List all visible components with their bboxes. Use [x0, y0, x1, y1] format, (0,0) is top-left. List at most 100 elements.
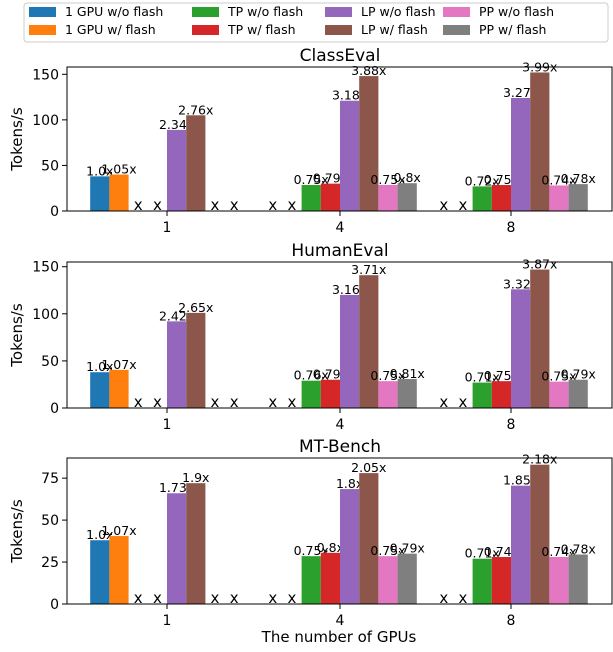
- y-tick-label: 50: [41, 354, 59, 370]
- bar: [90, 372, 110, 408]
- bar: [568, 184, 588, 211]
- legend: 1 GPU w/o flash 1 GPU w/ flash TP w/o flas…: [23, 2, 609, 43]
- bar: [359, 275, 379, 408]
- data-label: 0.79x: [561, 367, 596, 382]
- legend-swatch: [443, 7, 470, 17]
- bar: [549, 557, 569, 604]
- bar: [378, 185, 398, 211]
- x-tick-label: 1: [163, 220, 172, 236]
- y-tick-label: 0: [50, 401, 59, 417]
- data-label: 1.07x: [101, 523, 136, 538]
- data-label: 1.8x: [336, 476, 363, 491]
- bar: [359, 473, 379, 604]
- bar: [511, 485, 531, 604]
- legend-label: PP w/ flash: [479, 22, 546, 37]
- missing-marker: x: [134, 196, 143, 214]
- x-tick-label: 1: [163, 417, 172, 433]
- bar: [186, 115, 206, 211]
- bar: [90, 176, 110, 211]
- bar: [549, 381, 569, 408]
- x-tick-label: 4: [336, 613, 345, 629]
- bar: [491, 557, 511, 604]
- bar: [109, 369, 129, 408]
- bar: [340, 294, 360, 408]
- missing-marker: x: [134, 589, 143, 607]
- bar: [549, 185, 569, 211]
- legend-swatch: [325, 25, 352, 35]
- legend-label: LP w/ flash: [361, 22, 428, 37]
- data-label: 0.76x: [294, 368, 329, 383]
- data-label: 3.88x: [351, 63, 386, 78]
- legend-swatch: [29, 25, 56, 35]
- missing-marker: x: [230, 393, 239, 411]
- legend-label: PP w/o flash: [479, 4, 554, 19]
- data-label: 2.76x: [178, 102, 213, 117]
- x-tick-label: 4: [336, 417, 345, 433]
- missing-marker: x: [230, 196, 239, 214]
- legend-label: TP w/o flash: [227, 4, 303, 19]
- data-label: 0.75x: [370, 172, 405, 187]
- bar: [378, 556, 398, 604]
- bar: [340, 489, 360, 604]
- missing-marker: x: [268, 196, 277, 214]
- chart-title: ClassEval: [300, 46, 381, 66]
- plot-frame: [66, 66, 613, 212]
- y-tick-label: 50: [41, 158, 59, 174]
- bar: [90, 540, 110, 604]
- y-tick-label: 100: [32, 113, 59, 129]
- data-label: 3.87x: [522, 257, 557, 272]
- data-label: 0.75x: [370, 543, 405, 558]
- bar: [167, 321, 187, 408]
- bar: [167, 493, 187, 604]
- bar: [320, 552, 340, 604]
- missing-marker: x: [268, 589, 277, 607]
- missing-marker: x: [288, 589, 297, 607]
- missing-marker: x: [439, 589, 448, 607]
- data-label: 0.8x: [317, 540, 344, 555]
- bar: [511, 289, 531, 408]
- legend-label: TP w/ flash: [227, 22, 296, 37]
- bar: [568, 554, 588, 604]
- data-label: 0.81x: [390, 366, 425, 381]
- missing-marker: x: [134, 393, 143, 411]
- missing-marker: x: [211, 589, 220, 607]
- data-label: 0.75x: [541, 369, 576, 384]
- bar: [397, 378, 417, 408]
- data-label: 0.79x: [390, 541, 425, 556]
- missing-marker: x: [153, 589, 162, 607]
- missing-marker: x: [288, 196, 297, 214]
- data-label: 3.16x: [332, 282, 367, 297]
- data-label: 0.79x: [313, 367, 348, 382]
- data-label: 2.42x: [159, 308, 194, 323]
- data-label: 1.0x: [86, 163, 113, 178]
- bar: [530, 269, 550, 408]
- missing-marker: x: [459, 393, 468, 411]
- data-label: 0.75x: [370, 368, 405, 383]
- data-label: 0.8x: [394, 170, 421, 185]
- bar: [186, 312, 206, 408]
- bar: [530, 464, 550, 604]
- missing-marker: x: [268, 393, 277, 411]
- data-label: 1.0x: [86, 527, 113, 542]
- bar: [472, 382, 492, 408]
- missing-marker: x: [459, 196, 468, 214]
- y-tick-label: 0: [50, 597, 59, 613]
- y-axis-label: Tokens/s: [8, 303, 26, 368]
- data-label: 0.74x: [541, 172, 576, 187]
- bar: [530, 72, 550, 211]
- legend-swatch: [29, 7, 56, 17]
- legend-swatch: [443, 25, 470, 35]
- data-label: 0.75x: [484, 172, 519, 187]
- y-tick-label: 75: [41, 471, 59, 487]
- data-label: 3.32x: [503, 276, 538, 291]
- bar: [320, 379, 340, 408]
- data-label: 1.05x: [101, 162, 136, 177]
- bar: [568, 379, 588, 408]
- bar: [109, 174, 129, 211]
- plot-frame: [66, 261, 613, 409]
- legend-swatch: [192, 25, 219, 35]
- missing-marker: x: [439, 196, 448, 214]
- bar: [472, 186, 492, 211]
